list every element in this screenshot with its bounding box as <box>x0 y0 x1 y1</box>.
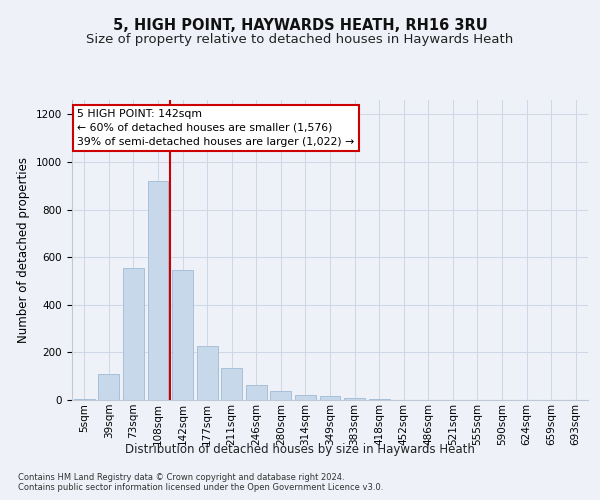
Text: 5 HIGH POINT: 142sqm
← 60% of detached houses are smaller (1,576)
39% of semi-de: 5 HIGH POINT: 142sqm ← 60% of detached h… <box>77 109 355 147</box>
Text: Contains HM Land Registry data © Crown copyright and database right 2024.: Contains HM Land Registry data © Crown c… <box>18 472 344 482</box>
Text: 5, HIGH POINT, HAYWARDS HEATH, RH16 3RU: 5, HIGH POINT, HAYWARDS HEATH, RH16 3RU <box>113 18 487 32</box>
Text: Contains public sector information licensed under the Open Government Licence v3: Contains public sector information licen… <box>18 482 383 492</box>
Bar <box>320 396 340 400</box>
Bar <box>246 384 267 400</box>
Bar <box>271 391 292 400</box>
Bar <box>172 270 193 400</box>
Bar <box>148 181 169 400</box>
Text: Distribution of detached houses by size in Haywards Heath: Distribution of detached houses by size … <box>125 442 475 456</box>
Bar <box>344 398 365 400</box>
Text: Size of property relative to detached houses in Haywards Heath: Size of property relative to detached ho… <box>86 32 514 46</box>
Bar <box>197 346 218 400</box>
Bar <box>123 268 144 400</box>
Y-axis label: Number of detached properties: Number of detached properties <box>17 157 31 343</box>
Bar <box>295 395 316 400</box>
Bar <box>98 374 119 400</box>
Bar <box>221 368 242 400</box>
Bar <box>74 399 95 400</box>
